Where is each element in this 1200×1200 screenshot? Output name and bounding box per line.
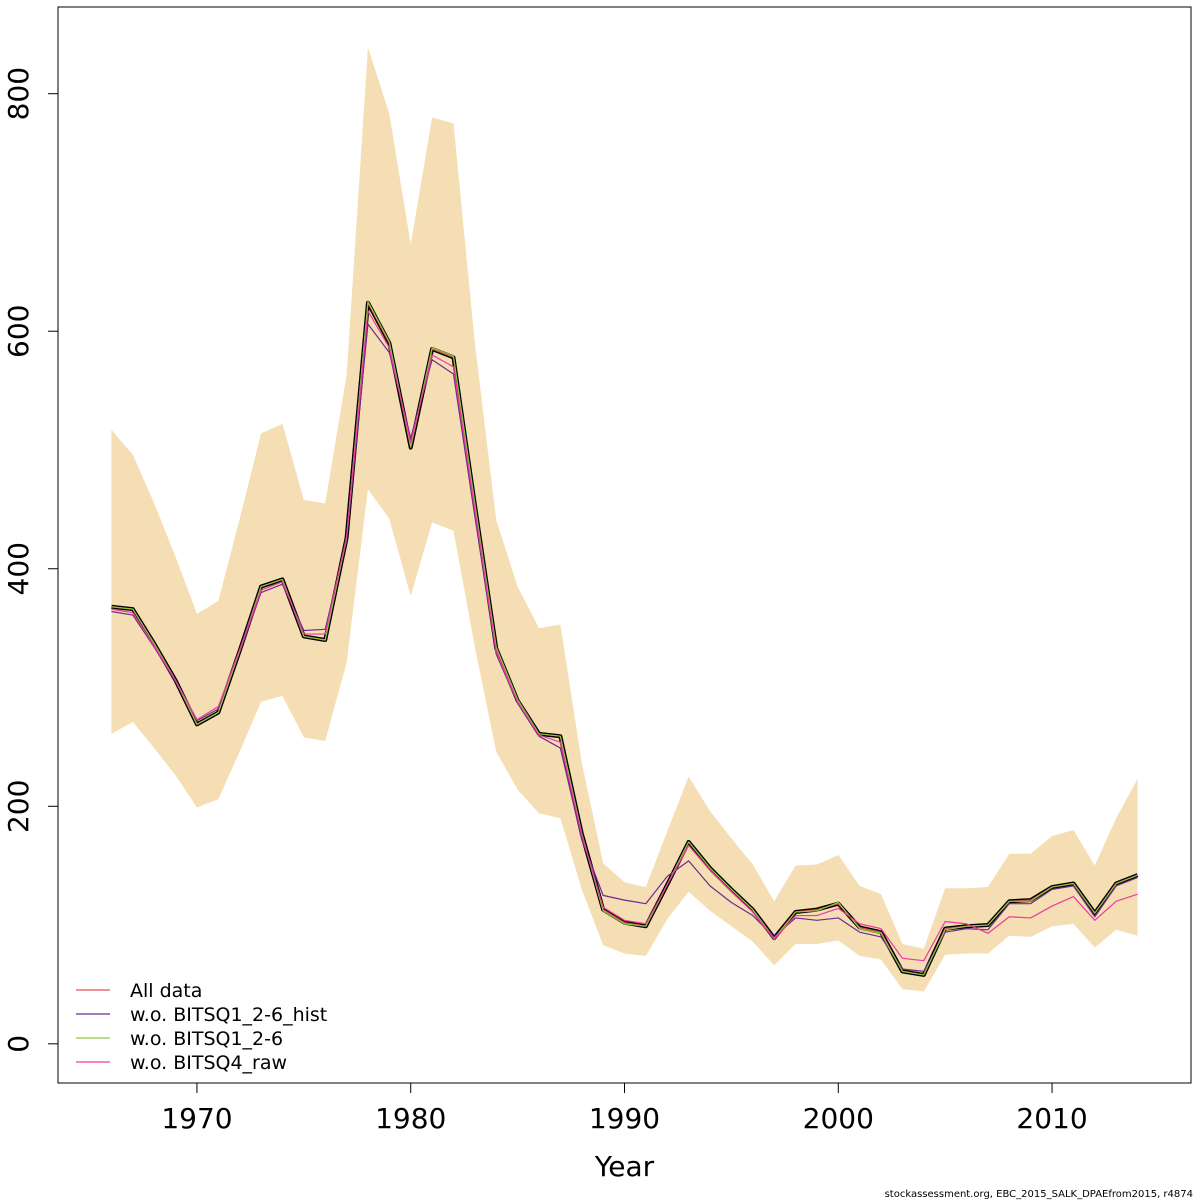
x-tick-label: 1970 [161,1102,232,1135]
series-line-1 [111,323,1138,972]
y-tick-label: 200 [2,780,35,833]
x-axis-title: Year [594,1150,655,1183]
series-lines-layer [111,300,1139,977]
y-tick-label: 600 [2,304,35,357]
x-tick-label: 2000 [803,1102,874,1135]
y-tick-label: 800 [2,67,35,120]
footer-credit: stockassessment.org, EBC_2015_SALK_DPAEf… [885,1189,1193,1200]
legend-label: All data [130,980,202,1002]
x-axis: 1970 1980 1990 2000 2010 [161,1082,1088,1135]
y-tick-label: 400 [2,542,35,595]
series-line-3 [111,310,1138,962]
confidence-band-layer [111,47,1138,992]
legend-label: w.o. BITSQ1_2-6 [130,1028,283,1050]
confidence-band [111,47,1138,992]
y-axis: 0 200 400 600 800 [2,67,59,1053]
series-line-2 [111,300,1138,976]
x-tick-label: 1990 [589,1102,660,1135]
y-tick-label: 0 [2,1035,35,1053]
legend-label: w.o. BITSQ4_raw [130,1052,287,1074]
legend-label: w.o. BITSQ1_2-6_hist [130,1004,327,1026]
x-tick-label: 2010 [1016,1102,1087,1135]
x-tick-label: 1980 [375,1102,446,1135]
